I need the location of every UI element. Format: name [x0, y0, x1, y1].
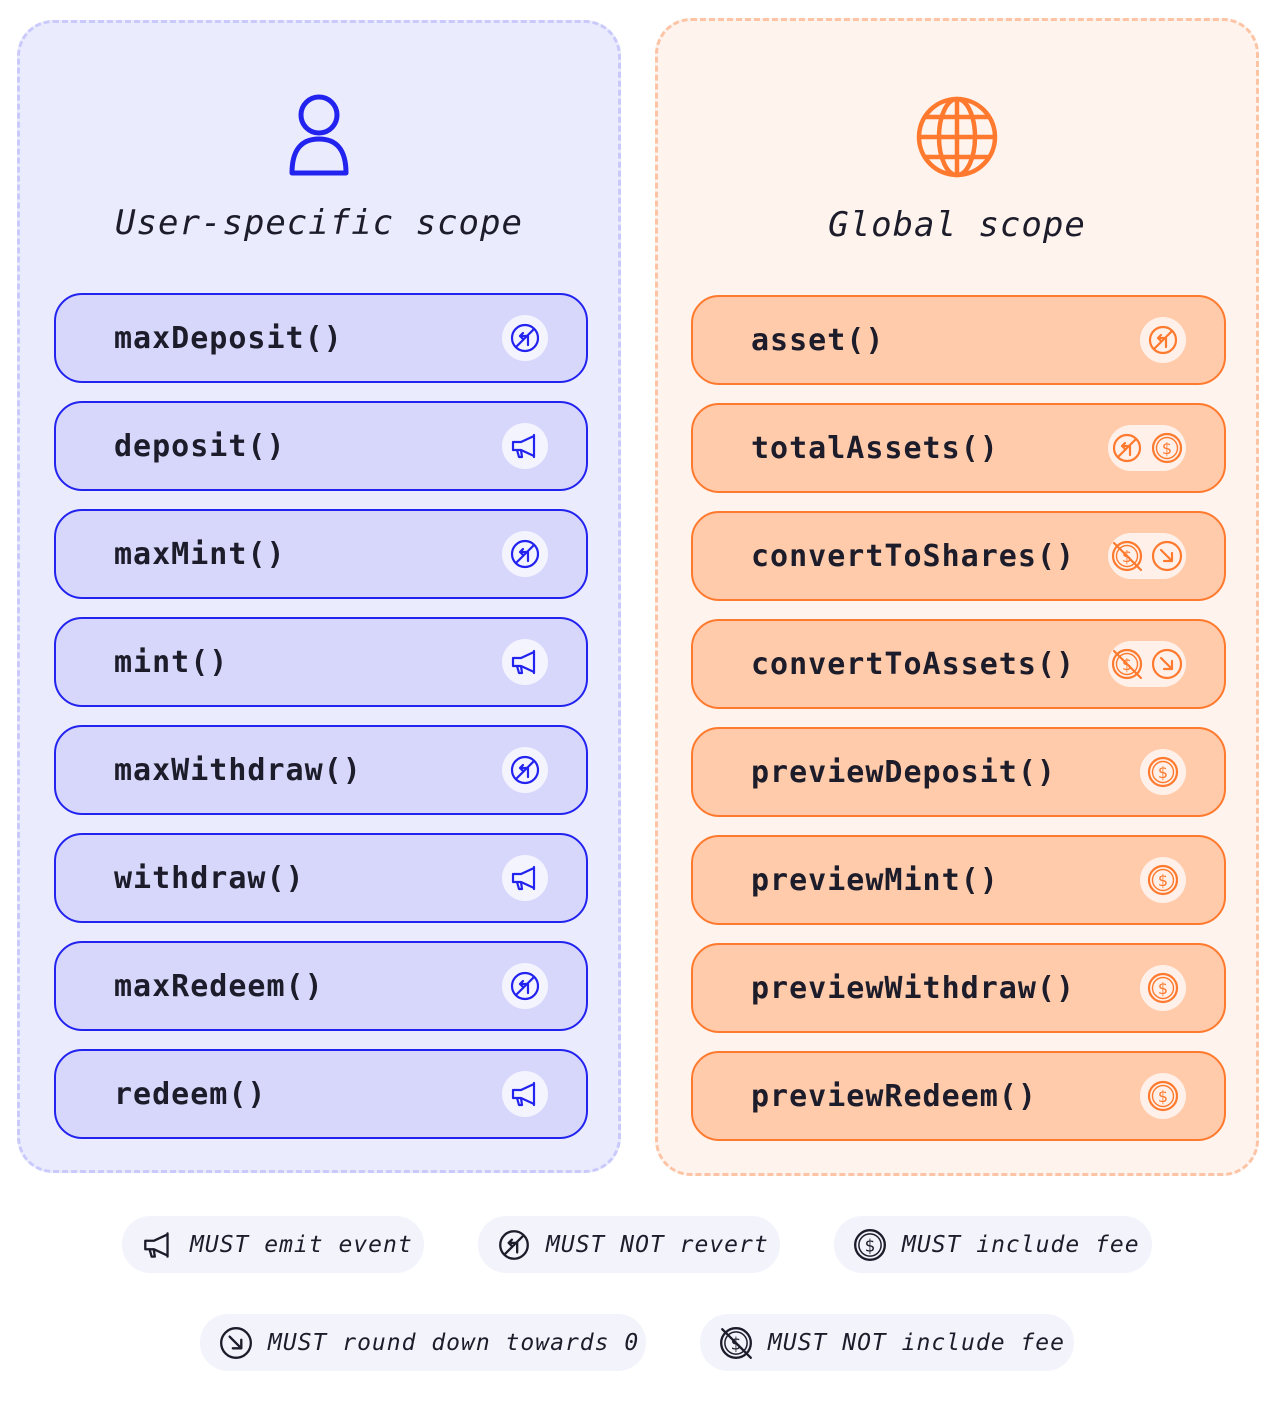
user-icon: [289, 94, 349, 176]
legend-item: $ MUST include fee: [834, 1216, 1152, 1273]
no-revert-icon: [510, 971, 540, 1001]
round-down-icon: [220, 1326, 252, 1359]
fee-icon: $: [1147, 864, 1179, 896]
requirement-badge: $: [1108, 533, 1186, 579]
fee-icon: $: [1147, 972, 1179, 1004]
global-scope-title: Global scope: [828, 205, 1086, 245]
function-name: previewWithdraw(): [751, 970, 1076, 1006]
function-row[interactable]: convertToShares() $: [691, 511, 1226, 601]
requirement-badge: $: [1140, 965, 1186, 1011]
legend-label: MUST NOT revert: [546, 1231, 769, 1258]
svg-text:$: $: [865, 1235, 876, 1255]
function-name: previewDeposit(): [751, 754, 1056, 790]
requirement-badge: [502, 423, 548, 469]
requirement-badge: [502, 747, 548, 793]
function-name: previewRedeem(): [751, 1078, 1037, 1114]
function-row[interactable]: convertToAssets() $: [691, 619, 1226, 709]
function-name: totalAssets(): [751, 430, 999, 466]
function-row[interactable]: totalAssets() $: [691, 403, 1226, 493]
function-name: redeem(): [114, 1076, 267, 1112]
legend-label: MUST include fee: [902, 1231, 1140, 1258]
no-revert-icon: [510, 323, 540, 353]
function-row[interactable]: deposit(): [54, 401, 588, 491]
no-revert-icon: [510, 539, 540, 569]
legend-label: MUST NOT include fee: [768, 1329, 1065, 1356]
fee-icon: $: [1147, 756, 1179, 788]
megaphone-icon: [511, 865, 536, 891]
requirement-badge: $: [1140, 749, 1186, 795]
function-row[interactable]: maxMint(): [54, 509, 588, 599]
user-scope-title: User-specific scope: [115, 203, 523, 243]
function-row[interactable]: previewDeposit() $: [691, 727, 1226, 817]
function-name: deposit(): [114, 428, 286, 464]
svg-text:$: $: [1158, 1087, 1168, 1106]
function-row[interactable]: maxWithdraw(): [54, 725, 588, 815]
round-down-icon: [1151, 540, 1183, 572]
legend-item: MUST round down towards 0: [200, 1314, 646, 1371]
function-name: maxWithdraw(): [114, 752, 362, 788]
no-revert-icon: [1112, 433, 1142, 463]
function-row[interactable]: previewMint() $: [691, 835, 1226, 925]
function-name: previewMint(): [751, 862, 999, 898]
requirement-badge: [502, 639, 548, 685]
requirement-badge: [502, 855, 548, 901]
megaphone-icon: [511, 649, 536, 675]
legend-item: $ MUST NOT include fee: [700, 1314, 1074, 1371]
legend-label: MUST round down towards 0: [268, 1329, 640, 1356]
function-row[interactable]: asset(): [691, 295, 1226, 385]
globe-icon: [916, 96, 998, 178]
megaphone-icon: [511, 1081, 536, 1107]
function-row[interactable]: maxRedeem(): [54, 941, 588, 1031]
requirement-badge: [502, 315, 548, 361]
no-revert-icon: [499, 1229, 529, 1260]
no-fee-icon: $: [1111, 540, 1143, 572]
svg-text:$: $: [1158, 979, 1168, 998]
requirement-badge: [1140, 317, 1186, 363]
no-revert-icon: [510, 755, 540, 785]
function-row[interactable]: withdraw(): [54, 833, 588, 923]
function-row[interactable]: previewWithdraw() $: [691, 943, 1226, 1033]
no-fee-icon: $: [1111, 648, 1143, 680]
global-scope-panel: Global scope asset() totalAssets() $ conver…: [655, 18, 1259, 1176]
requirement-badge: [502, 963, 548, 1009]
legend-label: MUST emit event: [190, 1231, 413, 1258]
fee-icon: $: [854, 1228, 886, 1261]
function-row[interactable]: redeem(): [54, 1049, 588, 1139]
user-scope-panel: User-specific scope maxDeposit() deposit(…: [17, 20, 621, 1173]
svg-text:$: $: [1158, 763, 1168, 782]
requirement-badge: $: [1140, 857, 1186, 903]
svg-text:$: $: [1162, 439, 1172, 458]
legend-item: MUST emit event: [122, 1216, 424, 1273]
function-row[interactable]: previewRedeem() $: [691, 1051, 1226, 1141]
function-name: maxDeposit(): [114, 320, 343, 356]
svg-text:$: $: [1158, 871, 1168, 890]
function-name: maxMint(): [114, 536, 286, 572]
function-row[interactable]: mint(): [54, 617, 588, 707]
round-down-icon: [1151, 648, 1183, 680]
function-name: convertToShares(): [751, 538, 1076, 574]
function-row[interactable]: maxDeposit(): [54, 293, 588, 383]
no-revert-icon: [1148, 325, 1178, 355]
requirement-badge: $: [1108, 641, 1186, 687]
no-fee-icon: $: [720, 1326, 752, 1359]
function-name: convertToAssets(): [751, 646, 1076, 682]
function-name: withdraw(): [114, 860, 305, 896]
fee-icon: $: [1147, 1080, 1179, 1112]
legend-item: MUST NOT revert: [478, 1216, 780, 1273]
fee-icon: $: [1151, 432, 1183, 464]
megaphone-icon: [144, 1231, 169, 1258]
requirement-badge: $: [1140, 1073, 1186, 1119]
requirement-badge: $: [1108, 425, 1186, 471]
megaphone-icon: [511, 433, 536, 459]
function-name: mint(): [114, 644, 229, 680]
requirement-badge: [502, 1071, 548, 1117]
function-name: maxRedeem(): [114, 968, 324, 1004]
requirement-badge: [502, 531, 548, 577]
function-name: asset(): [751, 322, 885, 358]
